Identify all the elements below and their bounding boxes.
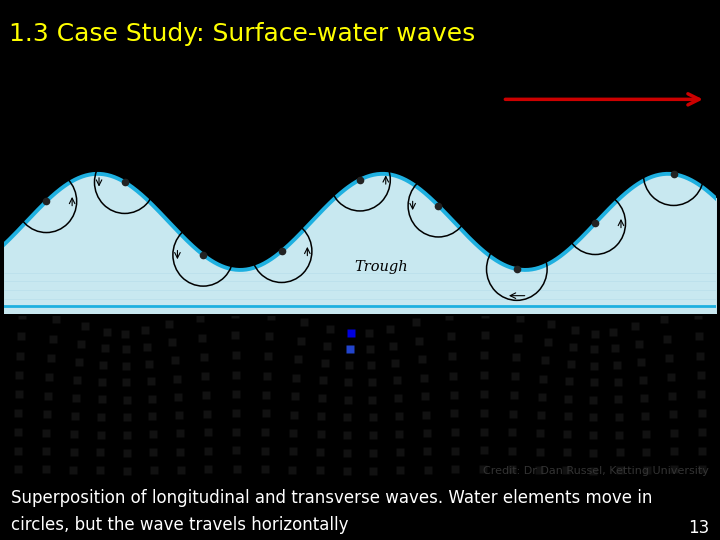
Text: Trough: Trough <box>354 260 408 274</box>
Text: Velocity of
propagation: Velocity of propagation <box>384 66 465 94</box>
Text: 1.3 Case Study: Surface-water waves: 1.3 Case Study: Surface-water waves <box>9 22 475 46</box>
Text: Credit: Dr Dan Russel, Ketting University: Credit: Dr Dan Russel, Ketting Universit… <box>483 466 709 476</box>
Text: circles, but the wave travels horizontally: circles, but the wave travels horizontal… <box>11 516 348 535</box>
Text: Crest: Crest <box>204 126 245 140</box>
Text: 13: 13 <box>688 519 709 537</box>
Text: Superposition of longitudinal and transverse waves. Water elements move in: Superposition of longitudinal and transv… <box>11 489 652 507</box>
